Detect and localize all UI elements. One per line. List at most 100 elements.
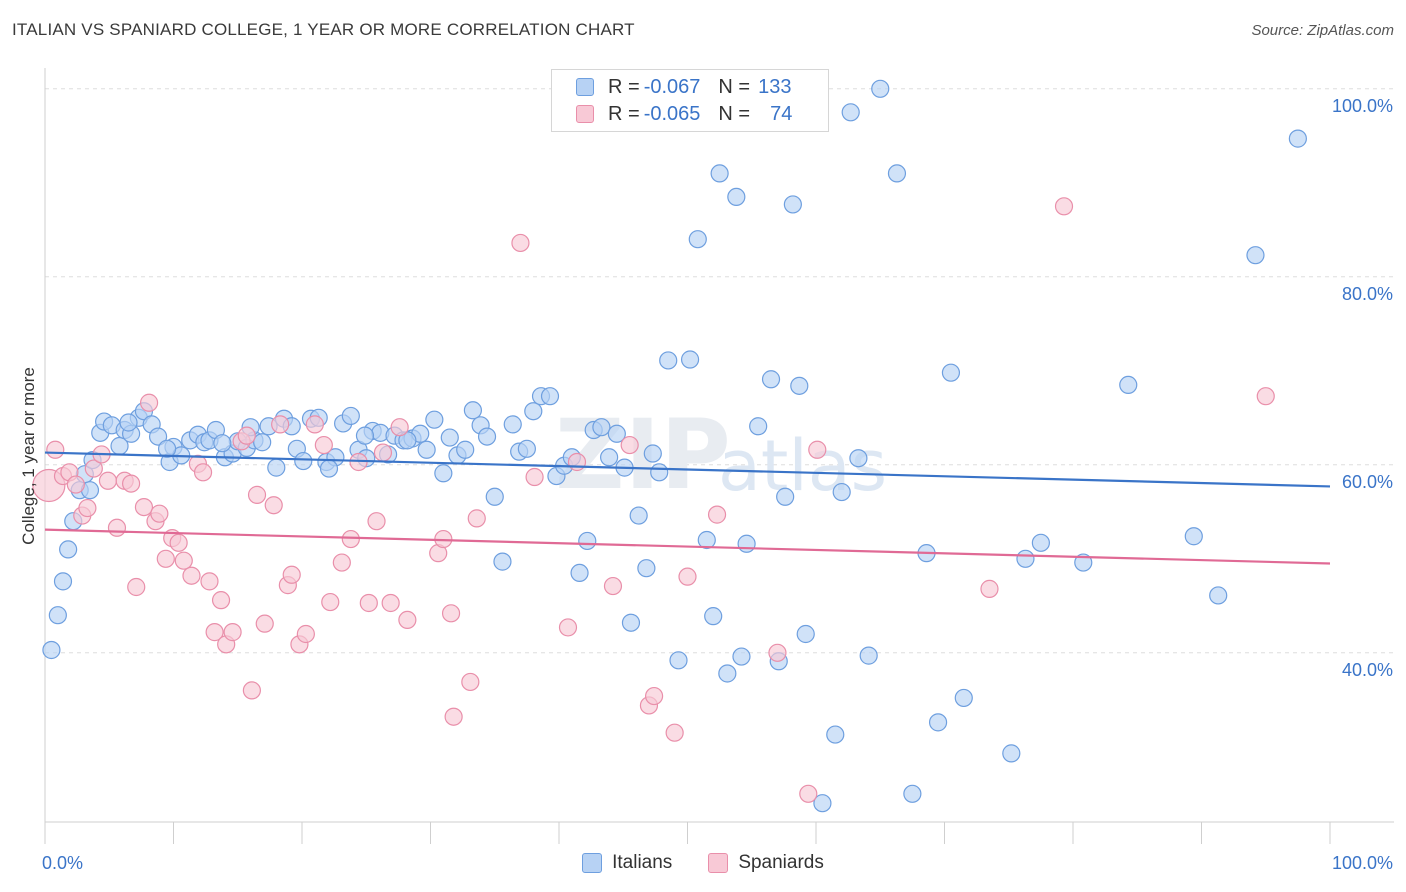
spaniards-legend-swatch [708,853,729,873]
r-label: R = [608,102,640,125]
italians-point [776,487,795,506]
spaniards-point [282,565,301,584]
italians-point [903,784,922,803]
italians-point [1031,533,1050,552]
italians-swatch [576,78,594,96]
italians-point [680,350,700,369]
spaniards-point [66,475,85,494]
spaniards-point [644,686,664,706]
spaniards-point [373,443,393,462]
spaniards-point [1256,387,1275,406]
italians-trend-line [44,451,1331,488]
italians-point [485,487,504,506]
spaniards-point [121,474,141,493]
italians-point [493,552,512,571]
spaniards-point [242,681,261,700]
spaniards-point [84,459,103,478]
italians-point [659,351,678,370]
italians-point [849,449,868,468]
y-axis-label: College, 1 year or more [19,367,38,545]
spaniards-point [567,452,587,472]
italians-point [718,664,737,683]
italians-point [629,506,648,525]
italians-point [148,427,168,446]
italians-point [826,725,845,744]
series-legend: Italians Spaniards [0,852,1406,874]
italians-point [267,458,286,477]
r-value: -0.065 [643,102,701,125]
spaniards-point [444,707,463,726]
chart-title: ITALIAN VS SPANIARD COLLEGE, 1 YEAR OR M… [12,20,635,39]
italians-point [871,79,890,98]
spaniards-point [223,623,242,642]
spaniards-swatch [576,105,594,123]
italians-point [1119,375,1138,394]
n-value: 133 [758,75,792,98]
italians-point [637,559,656,578]
italians-point [456,440,475,459]
legend-item-spaniards[interactable]: Spaniards [708,852,824,874]
italians-point [607,424,626,443]
italians-point [477,427,497,446]
italians-point [783,195,802,214]
italians-point [749,417,768,436]
italians-point [796,624,815,644]
italians-point [928,713,948,732]
italians-point [790,376,809,395]
spaniards-point [255,614,274,633]
italians-point [859,646,878,665]
italians-point [732,647,751,666]
spaniards-point [558,618,578,637]
italians-point [941,363,961,382]
spaniards-point [264,496,283,515]
italians-point [813,794,832,813]
spaniards-point [314,435,333,455]
spaniards-point [511,233,530,253]
legend-label-italians: Italians [612,852,673,873]
spaniards-point [193,463,213,482]
spaniards-point [78,498,97,518]
italians-point [688,230,707,249]
italians-point [643,444,662,463]
r-value: -0.067 [643,75,701,98]
spaniards-point [341,529,360,549]
italians-point [650,463,669,482]
italians-point [600,448,619,467]
italians-point [570,563,589,583]
italians-point [841,103,860,122]
italians-legend-swatch [582,853,603,873]
italians-point [710,164,729,183]
italians-point [540,387,560,406]
spaniards-point [237,426,256,445]
italians-point [1184,527,1203,546]
spaniards-point [367,512,386,531]
italians-point [253,433,272,452]
spaniards-point [603,576,623,596]
italians-point [319,459,339,478]
italians-point [1002,744,1021,763]
spaniards-point [205,623,224,642]
correlation-legend: R = -0.067 N = 133 R = -0.065 N = 74 [551,69,829,132]
spaniards-point [107,518,127,537]
y-tick-label: 80.0% [1342,284,1393,304]
italians-point [578,531,597,551]
y-tick-label: 40.0% [1342,660,1393,680]
italians-point [1074,553,1093,572]
spaniards-point [707,505,727,524]
spaniards-point [271,415,290,434]
italians-point [53,572,73,591]
italians-point [517,439,536,458]
legend-row-spaniards: R = -0.065 N = 74 [576,102,792,126]
italians-point [341,406,360,426]
italians-point [1209,586,1228,605]
spaniards-point [359,593,378,613]
italians-point [425,410,444,429]
legend-item-italians[interactable]: Italians [582,852,672,874]
spaniards-point [134,498,154,517]
spaniards-point [150,504,169,523]
n-label: N = [718,75,751,98]
spaniards-point [46,440,65,459]
italians-point [669,651,688,670]
italians-point [832,482,851,502]
